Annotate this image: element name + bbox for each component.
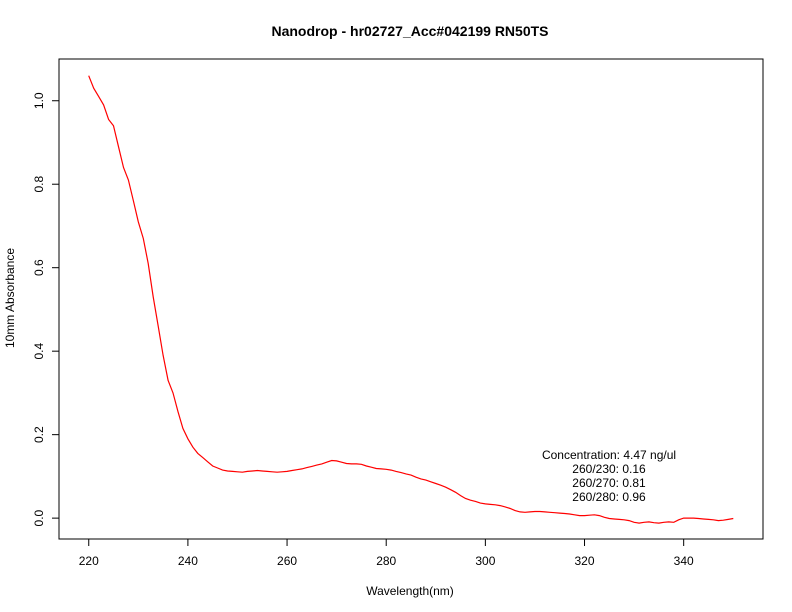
y-tick-label: 0.2: [32, 426, 46, 443]
x-tick-label: 220: [79, 554, 99, 568]
y-axis-label: 10mm Absorbance: [3, 248, 17, 348]
x-tick-label: 340: [674, 554, 694, 568]
annotation-ratio-260-230: 260/230: 0.16: [572, 462, 646, 476]
y-axis: 0.0 0.2 0.4 0.6 0.8 1.0: [32, 92, 60, 526]
y-tick-label: 0.6: [32, 259, 46, 276]
x-tick-label: 320: [575, 554, 595, 568]
x-axis-label: Wavelength(nm): [366, 584, 454, 598]
annotation-concentration: Concentration: 4.47 ng/ul: [542, 448, 676, 462]
x-axis: 220 240 260 280 300 320 340: [79, 538, 694, 568]
measurement-annotations: Concentration: 4.47 ng/ul 260/230: 0.16 …: [542, 448, 676, 504]
x-tick-label: 240: [178, 554, 198, 568]
x-tick-label: 260: [277, 554, 297, 568]
y-tick-label: 0.4: [32, 343, 46, 360]
annotation-ratio-260-280: 260/280: 0.96: [572, 490, 646, 504]
chart-title: Nanodrop - hr02727_Acc#042199 RN50TS: [271, 23, 548, 39]
x-tick-label: 280: [376, 554, 396, 568]
y-tick-label: 0.8: [32, 176, 46, 193]
x-tick-label: 300: [475, 554, 495, 568]
y-tick-label: 0.0: [32, 509, 46, 526]
absorbance-series-line: [88, 75, 734, 524]
annotation-ratio-260-270: 260/270: 0.81: [572, 476, 646, 490]
y-tick-label: 1.0: [32, 92, 46, 109]
